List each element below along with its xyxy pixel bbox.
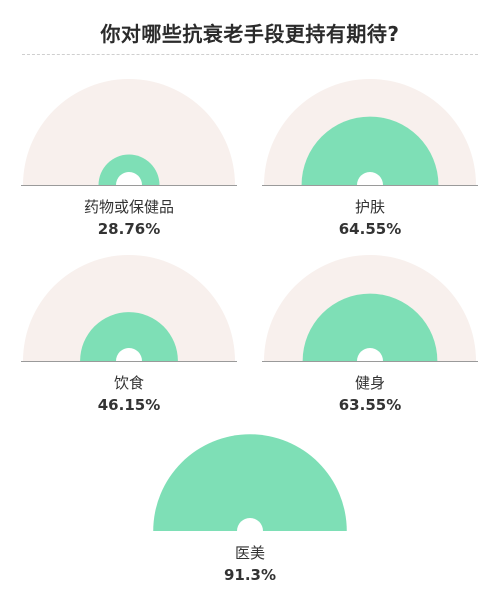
chart-title: 你对哪些抗衰老手段更持有期待? xyxy=(100,22,400,46)
gauge-hole-skincare xyxy=(357,172,383,185)
gauge-fill-fitness xyxy=(302,293,438,361)
gauge-label-medicine: 药物或保健品 xyxy=(83,198,174,216)
gauge-hole-fitness xyxy=(357,348,383,361)
gauge-fill-diet xyxy=(80,312,178,361)
gauge-hole-diet xyxy=(116,348,142,361)
gauge-label-diet: 饮食 xyxy=(113,374,144,392)
gauge-fill-aesthetic xyxy=(153,434,347,531)
gauge-fill-skincare xyxy=(301,116,439,185)
gauge-value-diet: 46.15% xyxy=(97,396,161,414)
gauge-value-fitness: 63.55% xyxy=(338,396,402,414)
title-divider xyxy=(22,54,478,55)
gauge-hole-aesthetic xyxy=(237,518,263,531)
gauge-value-aesthetic: 91.3% xyxy=(223,566,277,584)
gauge-fill-medicine xyxy=(98,154,160,185)
gauge-track-diet xyxy=(23,255,235,361)
gauge-hole-medicine xyxy=(116,172,142,185)
gauge-label-fitness: 健身 xyxy=(354,374,385,392)
gauge-label-skincare: 护肤 xyxy=(354,198,385,216)
gauge-label-aesthetic: 医美 xyxy=(234,544,265,562)
gauge-value-skincare: 64.55% xyxy=(338,220,402,238)
gauge-value-medicine: 28.76% xyxy=(97,220,161,238)
gauge-track-medicine xyxy=(23,79,235,185)
